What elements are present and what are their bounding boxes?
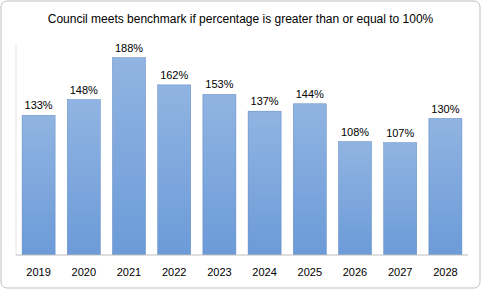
- x-tick-label: 2023: [207, 266, 231, 278]
- x-tick-label: 2025: [298, 266, 322, 278]
- x-tick-label: 2027: [388, 266, 412, 278]
- bar: [113, 58, 146, 255]
- x-tick-label: 2022: [162, 266, 186, 278]
- chart: Council meets benchmark if percentage is…: [0, 0, 481, 289]
- data-label: 108%: [341, 126, 369, 138]
- data-label: 148%: [70, 84, 98, 96]
- x-tick-label: 2019: [26, 266, 50, 278]
- bar: [22, 115, 55, 255]
- data-label: 133%: [25, 99, 53, 111]
- x-tick-label: 2026: [343, 266, 367, 278]
- bars: [22, 58, 462, 255]
- chart-title: Council meets benchmark if percentage is…: [48, 12, 434, 26]
- labels: 133% 2019 148% 2020 188% 2021 162% 2022 153% 2023…: [25, 42, 460, 278]
- x-tick-label: 2024: [252, 266, 276, 278]
- x-axis-line: [16, 255, 468, 256]
- x-tick-label: 2020: [72, 266, 96, 278]
- data-label: 162%: [160, 69, 188, 81]
- bar: [429, 119, 462, 256]
- data-label: 130%: [431, 103, 459, 115]
- bar: [67, 100, 100, 255]
- data-label: 137%: [251, 95, 279, 107]
- chart-frame: [1, 1, 480, 288]
- bar: [384, 143, 417, 255]
- bar: [339, 142, 372, 255]
- data-label: 188%: [115, 42, 143, 54]
- x-tick-label: 2028: [433, 266, 457, 278]
- bar: [158, 85, 191, 255]
- bar: [293, 104, 326, 255]
- y-axis-line: [16, 45, 17, 255]
- data-label: 144%: [296, 88, 324, 100]
- chart-container: Council meets benchmark if percentage is…: [0, 0, 481, 289]
- bar: [248, 111, 281, 255]
- bar: [203, 94, 236, 255]
- data-label: 107%: [386, 127, 414, 139]
- x-tick-label: 2021: [117, 266, 141, 278]
- data-label: 153%: [205, 78, 233, 90]
